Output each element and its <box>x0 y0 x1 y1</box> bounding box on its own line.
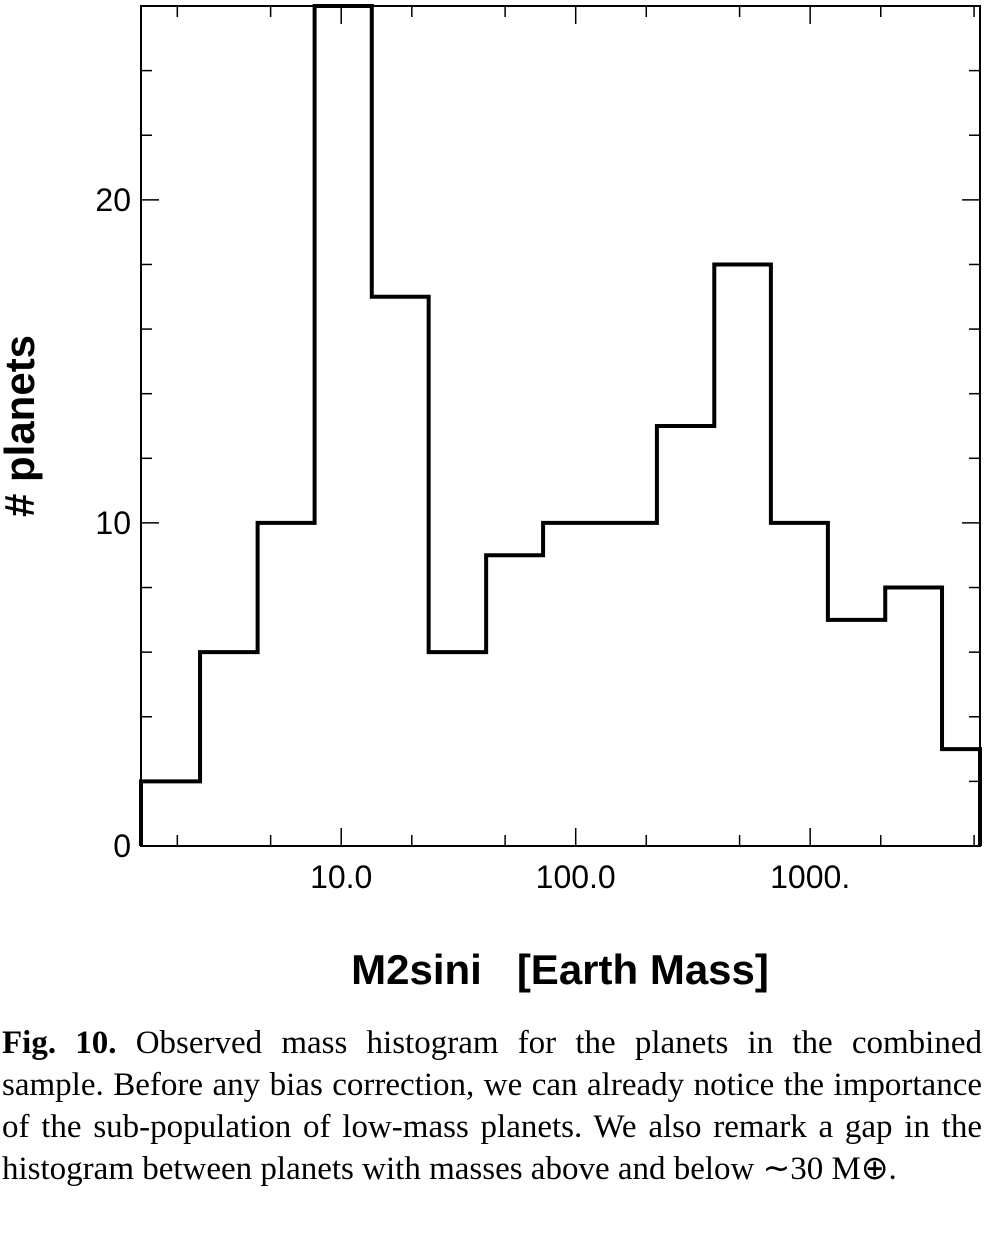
histogram-bar <box>657 426 714 846</box>
caption-text: Observed mass histogram for the planets … <box>2 1025 983 1187</box>
x-tick-label: 10.0 <box>310 859 372 895</box>
histogram-bar <box>258 523 315 846</box>
histogram-bar <box>600 523 657 846</box>
histogram-bar <box>486 555 543 846</box>
y-tick-label: 10 <box>95 505 131 541</box>
histogram-bar <box>885 588 942 846</box>
x-axis-ticks: 10.0 100.0 1000. <box>176 6 975 895</box>
x-tick-label: 100.0 <box>536 859 616 895</box>
y-tick-label: 20 <box>95 182 131 218</box>
histogram-bar <box>200 652 258 846</box>
histogram-bar <box>771 523 828 846</box>
histogram-chart: 0 10 20 10.0 100.0 1000. # planets M2sini [E… <box>0 4 982 993</box>
y-tick-label: 0 <box>113 828 131 864</box>
figure-label: Fig. 10. <box>2 1025 117 1061</box>
x-axis-title: M2sini [Earth Mass] <box>351 946 769 993</box>
histogram-bar <box>942 749 980 846</box>
y-axis-title: # planets <box>0 335 43 517</box>
x-tick-label: 1000. <box>770 859 850 895</box>
figure-caption: Fig. 10. Observed mass histogram for the… <box>2 1022 982 1190</box>
histogram-bins <box>141 6 980 846</box>
histogram-bar <box>372 297 429 846</box>
histogram-outline <box>139 4 982 846</box>
histogram-bar <box>828 620 885 846</box>
plot-frame <box>140 5 981 847</box>
histogram-bar <box>141 781 200 846</box>
histogram-bar <box>543 523 600 846</box>
y-axis-ticks: 0 10 20 <box>95 5 980 864</box>
histogram-bar <box>315 6 372 846</box>
histogram-bar <box>429 652 486 846</box>
histogram-bar <box>714 264 771 846</box>
